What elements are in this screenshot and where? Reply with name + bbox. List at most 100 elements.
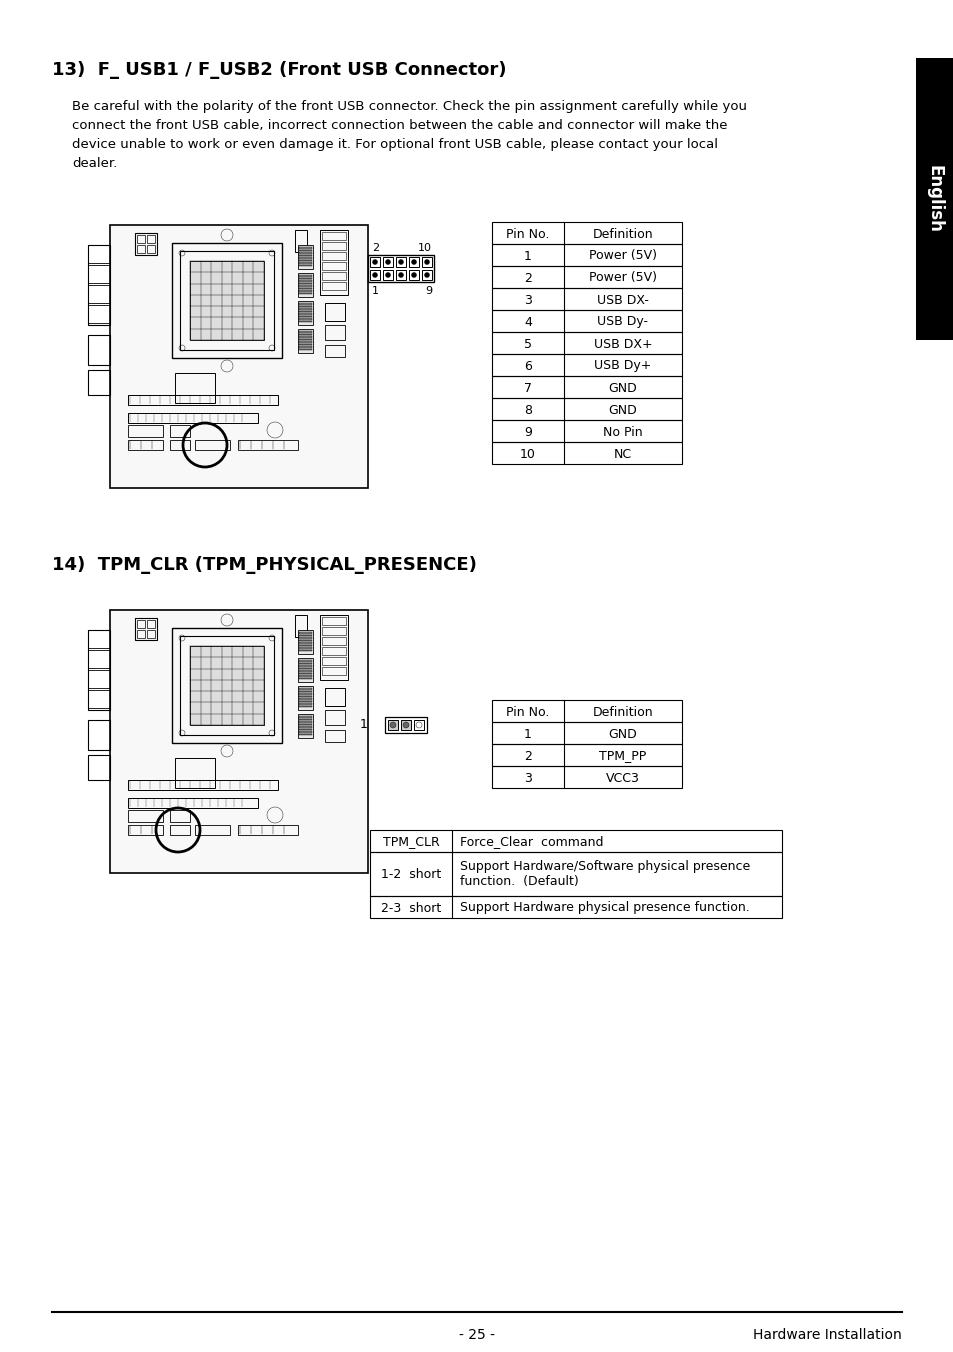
Circle shape <box>390 722 395 727</box>
Text: 3: 3 <box>523 293 532 307</box>
Bar <box>190 261 264 339</box>
Text: English: English <box>925 165 943 233</box>
Bar <box>298 280 312 281</box>
Bar <box>298 731 312 733</box>
Bar <box>298 726 312 727</box>
Bar <box>414 721 423 730</box>
Bar <box>180 635 274 735</box>
Bar <box>325 303 345 320</box>
Bar <box>298 257 312 258</box>
Bar <box>492 420 681 442</box>
Bar <box>88 630 110 648</box>
Bar <box>298 721 312 722</box>
Bar <box>915 58 953 339</box>
Circle shape <box>424 273 429 277</box>
Bar <box>492 354 681 376</box>
Bar <box>298 691 312 692</box>
Bar <box>298 631 312 634</box>
Bar <box>492 288 681 310</box>
Bar <box>298 698 312 699</box>
Text: 7: 7 <box>523 381 532 395</box>
Bar <box>294 230 307 251</box>
Bar <box>325 730 345 742</box>
Text: GND: GND <box>608 381 637 395</box>
Bar <box>492 333 681 354</box>
Bar <box>135 618 157 639</box>
Bar <box>492 767 681 788</box>
Bar <box>298 645 312 646</box>
Bar <box>88 245 110 264</box>
Bar <box>322 233 346 241</box>
Bar <box>147 235 154 243</box>
Text: GND: GND <box>608 727 637 741</box>
Text: Be careful with the polarity of the front USB connector. Check the pin assignmen: Be careful with the polarity of the fron… <box>71 100 746 114</box>
Text: 9: 9 <box>523 426 532 438</box>
Bar <box>88 335 110 365</box>
Bar <box>492 222 681 243</box>
Bar <box>322 648 346 654</box>
Bar <box>128 825 163 836</box>
Bar <box>298 254 312 256</box>
Text: VCC3: VCC3 <box>605 772 639 784</box>
Bar <box>322 657 346 665</box>
Circle shape <box>398 260 403 265</box>
Bar <box>110 610 368 873</box>
Text: Power (5V): Power (5V) <box>588 250 657 262</box>
Text: 14)  TPM_CLR (TPM_PHYSICAL_PRESENCE): 14) TPM_CLR (TPM_PHYSICAL_PRESENCE) <box>52 556 476 575</box>
Text: 1: 1 <box>523 727 532 741</box>
Bar <box>128 439 163 450</box>
Circle shape <box>372 260 377 265</box>
Bar <box>370 852 781 896</box>
Text: 2: 2 <box>372 243 378 253</box>
Bar <box>298 318 312 319</box>
Bar <box>322 667 346 675</box>
Bar <box>180 251 274 350</box>
Bar <box>395 257 406 266</box>
Bar <box>492 310 681 333</box>
Bar <box>137 621 145 627</box>
Bar <box>194 825 230 836</box>
Bar <box>298 331 312 333</box>
Bar <box>137 630 145 638</box>
Bar <box>294 615 307 637</box>
Bar <box>298 675 312 676</box>
Text: device unable to work or even damage it. For optional front USB cable, please co: device unable to work or even damage it.… <box>71 138 718 151</box>
Bar <box>88 306 110 323</box>
Circle shape <box>398 273 403 277</box>
Bar <box>88 370 110 395</box>
Bar <box>174 373 214 403</box>
Bar <box>395 270 406 280</box>
Bar <box>298 337 312 338</box>
Circle shape <box>411 273 416 277</box>
Text: 8: 8 <box>523 403 532 416</box>
Text: 13)  F_ USB1 / F_USB2 (Front USB Connector): 13) F_ USB1 / F_USB2 (Front USB Connecto… <box>52 61 506 78</box>
Text: USB DX-: USB DX- <box>597 293 648 307</box>
Bar <box>298 649 312 652</box>
Bar <box>88 671 110 688</box>
Bar <box>298 346 312 347</box>
Bar <box>298 292 312 293</box>
Text: - 25 -: - 25 - <box>458 1328 495 1343</box>
Circle shape <box>402 722 409 727</box>
Text: Support Hardware physical presence function.: Support Hardware physical presence funct… <box>459 902 749 914</box>
Bar <box>385 717 427 733</box>
Bar <box>492 376 681 397</box>
Text: connect the front USB cable, incorrect connection between the cable and connecto: connect the front USB cable, incorrect c… <box>71 119 727 132</box>
Bar <box>298 334 312 335</box>
Bar <box>88 721 110 750</box>
Bar <box>237 825 297 836</box>
Circle shape <box>385 260 390 265</box>
Bar <box>298 306 312 307</box>
Bar <box>135 233 157 256</box>
Bar <box>298 338 312 339</box>
Text: 5: 5 <box>523 338 532 350</box>
Bar <box>322 251 346 260</box>
Bar <box>297 685 313 710</box>
Bar <box>172 627 282 744</box>
Bar <box>322 262 346 270</box>
Bar <box>298 671 312 672</box>
Text: 10: 10 <box>417 243 432 253</box>
Bar <box>298 308 312 310</box>
Text: Support Hardware/Software physical presence: Support Hardware/Software physical prese… <box>459 860 749 873</box>
Bar <box>298 262 312 264</box>
